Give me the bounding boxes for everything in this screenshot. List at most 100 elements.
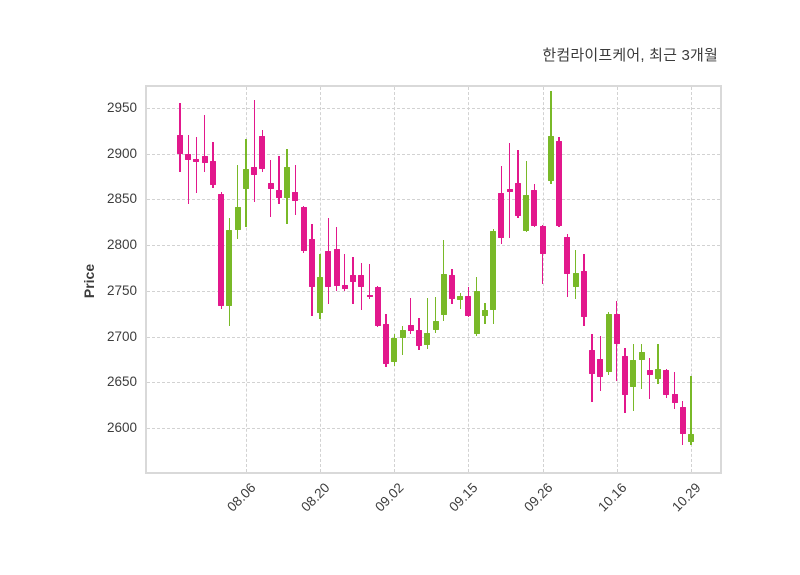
y-tick-label: 2650 [106, 374, 137, 390]
candle-body [399, 330, 406, 339]
x-gridline [616, 87, 618, 472]
candle-body [556, 140, 563, 226]
candle-body [300, 206, 307, 251]
y-tick-label: 2900 [106, 145, 137, 161]
y-gridline [147, 108, 720, 110]
candle-body [407, 324, 414, 332]
candle-body [333, 248, 340, 287]
candle-wick [294, 164, 297, 216]
x-gridline [245, 87, 247, 472]
candle-body [688, 433, 694, 442]
candle-wick [204, 115, 206, 173]
candle-wick [690, 375, 692, 446]
candle-body [473, 290, 480, 334]
candle-body [201, 155, 208, 163]
candle-body [209, 161, 216, 185]
candle-body [646, 370, 653, 376]
candle-body [679, 407, 686, 434]
y-tick-label: 2600 [106, 420, 137, 436]
y-tick-label: 2750 [106, 282, 137, 298]
candle-body [440, 273, 447, 315]
candle-body [325, 250, 332, 288]
candle-body [193, 159, 200, 162]
candle-body [523, 194, 530, 232]
candle-body [358, 275, 365, 288]
candle-body [374, 287, 381, 326]
candle-body [226, 229, 233, 306]
candle-wick [270, 160, 272, 217]
x-gridline [468, 87, 470, 472]
candle-body [638, 352, 645, 361]
candle-wick [657, 343, 659, 385]
candle-body [317, 277, 324, 313]
y-tick-label: 2800 [106, 237, 137, 253]
candle-body [275, 190, 282, 198]
candle-body [218, 193, 225, 307]
candle-body [177, 135, 183, 154]
candle-body [622, 355, 629, 396]
candle-body [498, 193, 505, 238]
candle-body [572, 272, 579, 288]
y-tick-label: 2850 [106, 191, 137, 207]
y-gridline [147, 382, 720, 384]
y-gridline [147, 245, 720, 247]
candle-body [366, 294, 373, 297]
candle-wick [410, 298, 412, 334]
candle-body [341, 285, 348, 290]
x-tick-label: 08.20 [298, 480, 333, 515]
x-tick-label: 09.26 [520, 480, 556, 515]
candle-body [292, 192, 299, 202]
candle-body [630, 360, 637, 387]
candle-wick [195, 137, 198, 194]
candle-wick [649, 357, 651, 399]
candle-body [448, 275, 455, 300]
candle-body [580, 270, 587, 318]
candle-body [416, 330, 423, 346]
candle-wick [401, 325, 404, 355]
y-gridline [147, 428, 720, 430]
candle-body [490, 230, 497, 311]
x-gridline [691, 87, 692, 472]
candle-wick [253, 99, 255, 203]
candle-body [284, 167, 291, 198]
candle-body [564, 236, 571, 274]
candle-body [506, 188, 513, 193]
y-gridline [147, 153, 720, 155]
candle-wick [344, 254, 346, 291]
candle-body [514, 183, 521, 216]
candle-body [242, 169, 249, 189]
y-gridline [147, 290, 720, 292]
candle-body [234, 206, 241, 230]
candle-body [383, 323, 390, 365]
candle-wick [459, 292, 461, 310]
candle-body [655, 368, 662, 379]
candle-wick [426, 298, 428, 349]
candle-wick [237, 164, 239, 239]
candle-body [267, 183, 274, 189]
candle-body [457, 295, 464, 301]
y-gridline [147, 199, 720, 201]
x-tick-label: 10.16 [594, 480, 630, 515]
candle-wick [278, 155, 280, 205]
candle-body [663, 370, 670, 396]
x-gridline [394, 87, 396, 472]
candle-wick [541, 225, 544, 284]
candle-wick [640, 343, 643, 389]
candle-wick [434, 297, 437, 333]
candle-body [432, 321, 439, 331]
candle-body [308, 238, 315, 288]
candle-body [539, 226, 546, 255]
candle-body [251, 166, 258, 175]
y-tick-label: 2700 [106, 328, 137, 344]
x-tick-label: 09.02 [372, 480, 407, 515]
candle-body [185, 153, 192, 161]
candle-body [547, 136, 554, 182]
x-tick-label: 10.29 [669, 480, 704, 515]
candle-wick [187, 135, 189, 205]
candle-body [350, 275, 357, 282]
candle-body [259, 136, 266, 170]
candle-body [589, 350, 596, 375]
candle-wick [368, 264, 371, 300]
y-tick-label: 2950 [106, 100, 137, 116]
